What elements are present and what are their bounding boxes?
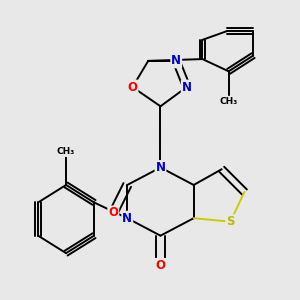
Text: N: N [171,54,181,67]
Text: N: N [155,161,166,174]
Text: O: O [108,206,118,219]
Text: S: S [226,215,235,228]
Text: CH₃: CH₃ [57,147,75,156]
Text: O: O [155,259,166,272]
Text: O: O [128,81,137,94]
Text: N: N [182,81,192,94]
Text: N: N [122,212,132,225]
Text: CH₃: CH₃ [220,97,238,106]
